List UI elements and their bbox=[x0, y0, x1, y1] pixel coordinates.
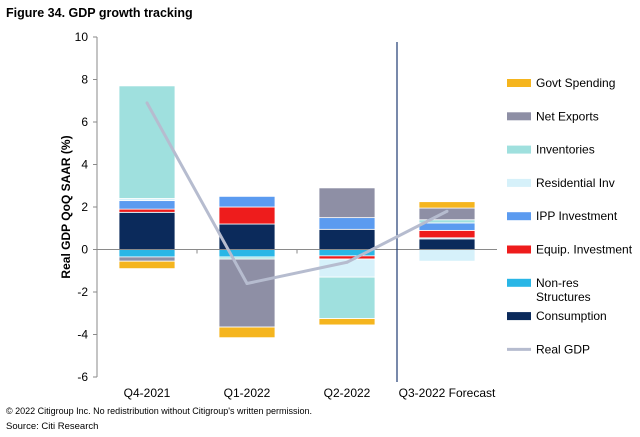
legend-label: IPP Investment bbox=[536, 209, 618, 223]
legend-item-non-res-structures: Non-res Structures bbox=[507, 276, 591, 304]
footer: © 2022 Citigroup Inc. No redistribution … bbox=[6, 406, 312, 432]
source-note: Source: Citi Research bbox=[6, 421, 98, 432]
legend: Govt Spending Net Exports Inventories Resid… bbox=[507, 76, 633, 356]
bar-consumption-q3-2022-forecast bbox=[418, 238, 476, 250]
legend-label: Real GDP bbox=[536, 342, 590, 356]
bar-residential-inv-q3-2022-forecast bbox=[418, 249, 476, 262]
real-gdp-point-q2-2022 bbox=[345, 260, 349, 264]
bar-consumption-q2-2022 bbox=[318, 228, 376, 250]
legend-swatch bbox=[507, 278, 531, 287]
real-gdp-point-q3-2022-forecast bbox=[445, 209, 449, 213]
bar-govt-spending-q1-2022 bbox=[218, 326, 276, 339]
y-tick-label: -2 bbox=[77, 285, 88, 299]
legend-label: Net Exports bbox=[536, 109, 599, 123]
legend-label: Consumption bbox=[536, 309, 607, 323]
x-tick-label: Q3-2022 Forecast bbox=[399, 386, 496, 400]
bar-equip-investment-q3-2022-forecast bbox=[418, 229, 476, 239]
bar-equip-investment-q4-2021 bbox=[118, 208, 176, 213]
bar-inventories-q2-2022 bbox=[318, 276, 376, 319]
legend-label: Residential Inv bbox=[536, 176, 615, 190]
legend-item-net-exports: Net Exports bbox=[507, 109, 599, 123]
real-gdp-point-q4-2021 bbox=[145, 101, 149, 105]
x-tick-label: Q4-2021 bbox=[124, 386, 171, 400]
bar-non-res-structures-q4-2021 bbox=[118, 249, 176, 258]
x-tick-label: Q1-2022 bbox=[224, 386, 271, 400]
bar-net-exports-q2-2022 bbox=[318, 187, 376, 219]
y-axis-label-group: Real GDP QoQ SAAR (%) bbox=[59, 135, 73, 278]
legend-swatch bbox=[507, 245, 531, 254]
real-gdp-line bbox=[145, 102, 448, 285]
y-tick-label: 4 bbox=[81, 158, 88, 172]
bar-ipp-investment-q2-2022 bbox=[318, 217, 376, 230]
bar-ipp-investment-q1-2022 bbox=[218, 195, 276, 208]
legend-swatch bbox=[507, 112, 531, 121]
legend-label: Non-res Structures bbox=[536, 276, 591, 304]
legend-item-equip-investment: Equip. Investment bbox=[507, 243, 633, 257]
bar-equip-investment-q2-2022 bbox=[318, 255, 376, 260]
bar-net-exports-q4-2021 bbox=[118, 256, 176, 262]
chart-title: Figure 34. GDP growth tracking bbox=[6, 6, 193, 20]
y-tick-label: 8 bbox=[81, 73, 88, 87]
bars-layer bbox=[118, 85, 476, 339]
bar-govt-spending-q3-2022-forecast bbox=[418, 201, 476, 209]
legend-label: Inventories bbox=[536, 143, 595, 157]
bar-consumption-q4-2021 bbox=[118, 211, 176, 250]
legend-item-ipp-investment: IPP Investment bbox=[507, 209, 618, 223]
x-tick-label: Q2-2022 bbox=[324, 386, 371, 400]
y-tick-label: -4 bbox=[77, 328, 88, 342]
legend-swatch bbox=[507, 178, 531, 187]
legend-item-residential-inv: Residential Inv bbox=[507, 176, 615, 190]
axes-layer: -6 -4 -2 0 2 4 6 8 10 Q4-2021 Q1-2022 Q2-2022 Q3-202… bbox=[75, 30, 497, 400]
bar-ipp-investment-q3-2022-forecast bbox=[418, 222, 476, 231]
bar-govt-spending-q4-2021 bbox=[118, 260, 176, 270]
legend-swatch bbox=[507, 145, 531, 154]
y-tick-label: -6 bbox=[77, 370, 88, 384]
y-tick-label: 6 bbox=[81, 115, 88, 129]
legend-item-real-gdp: Real GDP bbox=[507, 342, 590, 356]
bar-govt-spending-q2-2022 bbox=[318, 318, 376, 326]
legend-swatch bbox=[507, 212, 531, 221]
bar-equip-investment-q1-2022 bbox=[218, 206, 276, 225]
legend-swatch bbox=[507, 79, 531, 87]
legend-label: Govt Spending bbox=[536, 76, 615, 90]
legend-swatch bbox=[507, 312, 531, 321]
real-gdp-line-layer bbox=[145, 101, 449, 285]
legend-label: Equip. Investment bbox=[536, 243, 633, 257]
bar-net-exports-q1-2022 bbox=[218, 258, 276, 328]
bar-ipp-investment-q4-2021 bbox=[118, 200, 176, 210]
y-tick-label: 2 bbox=[81, 200, 88, 214]
legend-item-inventories: Inventories bbox=[507, 143, 595, 157]
legend-item-govt-spending: Govt Spending bbox=[507, 76, 615, 90]
real-gdp-point-q1-2022 bbox=[245, 282, 249, 285]
y-axis-label: Real GDP QoQ SAAR (%) bbox=[59, 135, 73, 278]
copyright-note: © 2022 Citigroup Inc. No redistribution … bbox=[6, 406, 312, 416]
bar-inventories-q4-2021 bbox=[118, 85, 176, 199]
y-tick-label: 10 bbox=[75, 30, 89, 44]
legend-item-consumption: Consumption bbox=[507, 309, 607, 323]
y-tick-label: 0 bbox=[81, 243, 88, 257]
